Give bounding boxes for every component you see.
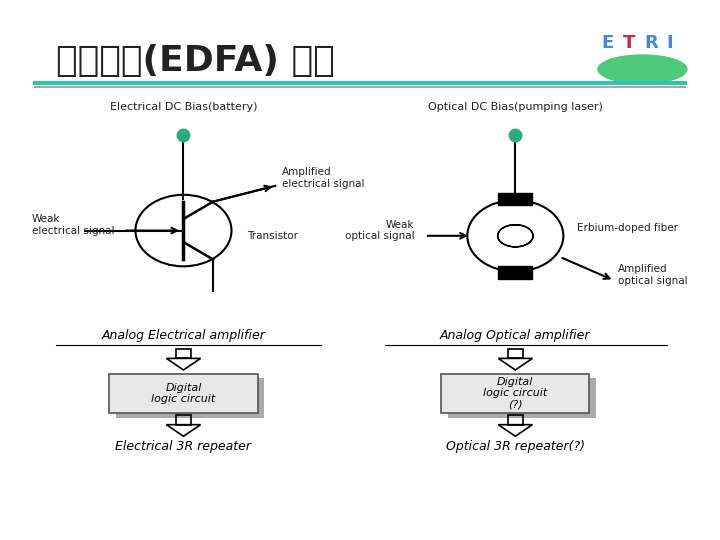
Bar bbox=[498, 193, 532, 205]
Text: Optical 3R repeater(?): Optical 3R repeater(?) bbox=[446, 440, 585, 453]
Text: Digital
logic circuit: Digital logic circuit bbox=[151, 382, 215, 404]
Text: Analog Optical amplifier: Analog Optical amplifier bbox=[440, 329, 590, 342]
Text: Amplified
optical signal: Amplified optical signal bbox=[618, 265, 688, 286]
Text: Amplified
electrical signal: Amplified electrical signal bbox=[282, 167, 365, 189]
Circle shape bbox=[467, 200, 563, 272]
Bar bbox=[498, 266, 532, 279]
Text: Analog Electrical amplifier: Analog Electrical amplifier bbox=[102, 329, 266, 342]
Text: Electrical 3R repeater: Electrical 3R repeater bbox=[115, 440, 251, 453]
Text: Electrical DC Bias(battery): Electrical DC Bias(battery) bbox=[109, 102, 257, 112]
FancyBboxPatch shape bbox=[109, 374, 258, 413]
Text: Weak
electrical signal: Weak electrical signal bbox=[32, 214, 114, 236]
Text: Optical DC Bias(pumping laser): Optical DC Bias(pumping laser) bbox=[428, 102, 603, 112]
FancyBboxPatch shape bbox=[448, 379, 596, 418]
Text: Weak
optical signal: Weak optical signal bbox=[345, 220, 415, 241]
Text: Transistor: Transistor bbox=[247, 231, 298, 241]
Text: 광증폭기(EDFA) 개요: 광증폭기(EDFA) 개요 bbox=[56, 44, 335, 78]
Text: Erbium-doped fiber: Erbium-doped fiber bbox=[577, 223, 678, 233]
FancyBboxPatch shape bbox=[441, 374, 590, 413]
FancyBboxPatch shape bbox=[116, 379, 264, 418]
Text: Digital
logic circuit
(?): Digital logic circuit (?) bbox=[483, 377, 547, 410]
